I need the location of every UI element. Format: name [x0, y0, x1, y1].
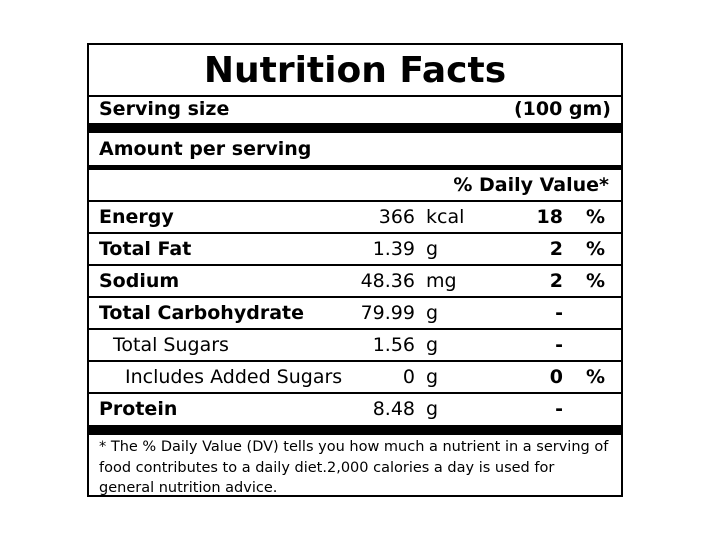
daily-value-unit: %	[586, 238, 606, 260]
daily-value: 2	[549, 238, 563, 260]
row-rule	[89, 296, 621, 298]
unit: mg	[426, 270, 457, 292]
nutrient-name: Total Carbohydrate	[99, 302, 304, 324]
daily-value-unit: %	[586, 270, 606, 292]
daily-value: 2	[549, 270, 563, 292]
amount: 8.48	[372, 398, 415, 420]
amount-per-serving: Amount per serving	[99, 138, 312, 160]
amount: 48.36	[360, 270, 415, 292]
nutrition-label: Nutrition Facts Serving size (100 gm) Am…	[87, 43, 623, 497]
amount: 1.56	[372, 334, 415, 356]
unit: g	[426, 302, 439, 324]
serving-size-value: (100 gm)	[513, 98, 611, 120]
thick-rule	[89, 425, 621, 435]
unit: g	[426, 238, 439, 260]
nutrient-name: Includes Added Sugars	[125, 366, 343, 388]
serving-size-label: Serving size	[99, 98, 230, 120]
daily-value: -	[555, 334, 563, 356]
thick-rule	[89, 123, 621, 133]
unit: kcal	[426, 206, 465, 228]
daily-value: -	[555, 302, 563, 324]
daily-value-header: % Daily Value*	[453, 174, 609, 196]
amount: 1.39	[372, 238, 415, 260]
unit: g	[426, 398, 439, 420]
row-rule	[89, 200, 621, 202]
nutrient-name: Total Fat	[99, 238, 192, 260]
nutrient-name: Sodium	[99, 270, 180, 292]
amount: 0	[402, 366, 415, 388]
nutrient-name: Total Sugars	[113, 334, 229, 356]
daily-value-unit: %	[586, 206, 606, 228]
daily-value: 18	[536, 206, 563, 228]
nutrient-name: Energy	[99, 206, 174, 228]
amount: 79.99	[360, 302, 415, 324]
rule	[89, 95, 621, 97]
footnote: * The % Daily Value (DV) tells you how m…	[99, 439, 609, 496]
rule	[89, 165, 621, 170]
amount: 366	[378, 206, 415, 228]
daily-value-unit: %	[586, 366, 606, 388]
title: Nutrition Facts	[203, 50, 507, 91]
row-rule	[89, 232, 621, 234]
daily-value: -	[555, 398, 563, 420]
unit: g	[426, 334, 439, 356]
row-rule	[89, 328, 621, 330]
row-rule	[89, 392, 621, 394]
row-rule	[89, 264, 621, 266]
unit: g	[426, 366, 439, 388]
nutrient-name: Protein	[99, 398, 178, 420]
daily-value: 0	[549, 366, 563, 388]
row-rule	[89, 360, 621, 362]
